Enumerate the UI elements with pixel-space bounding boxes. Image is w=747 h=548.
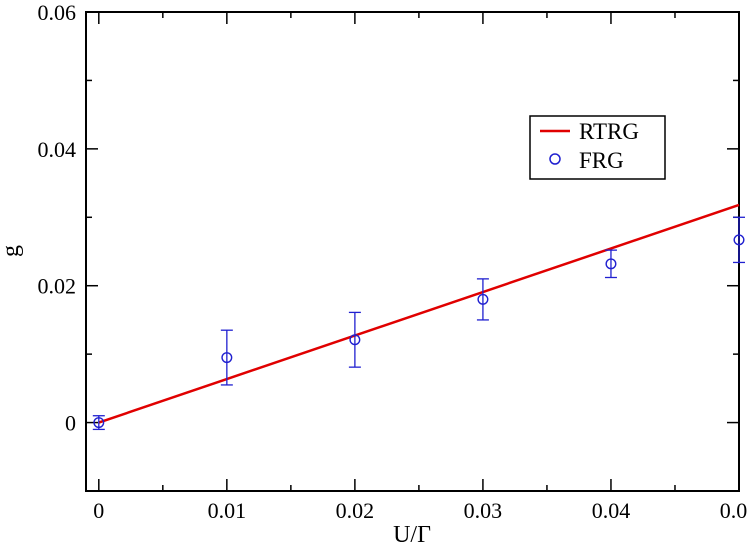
y-tick-label: 0.02 <box>38 274 77 299</box>
frg-point <box>605 258 617 270</box>
y-tick-label: 0.04 <box>38 137 77 162</box>
frg-point <box>477 293 489 305</box>
frg-point <box>221 352 233 364</box>
x-tick-label: 0.04 <box>592 498 631 523</box>
ticks-layer: 0 0.01 0.02 0.03 0.04 0.05 0 0.02 0.04 0.06 <box>38 0 747 523</box>
y-tick-label: 0 <box>65 411 76 436</box>
legend-rtrg-label: RTRG <box>579 119 639 144</box>
x-axis-title: U/Γ <box>393 522 431 548</box>
x-tick-label: 0 <box>93 498 104 523</box>
y-axis-title: g <box>0 245 24 257</box>
series-layer <box>92 203 745 431</box>
legend-frg-marker-swatch <box>549 153 561 165</box>
frg-point <box>93 417 105 429</box>
y-tick-label: 0.06 <box>38 0 77 25</box>
legend-frg-label: FRG <box>579 148 624 173</box>
legend-box <box>529 115 666 180</box>
x-tick-label: 0.01 <box>208 498 247 523</box>
frg-point <box>349 334 361 346</box>
x-tick-label: 0.02 <box>336 498 375 523</box>
legend: RTRG FRG <box>529 115 666 180</box>
x-tick-label: 0.05 <box>720 498 747 523</box>
rtrg-line <box>98 203 740 424</box>
x-tick-label: 0.03 <box>464 498 503 523</box>
plot-frame <box>85 11 740 492</box>
frg-point <box>733 234 745 246</box>
